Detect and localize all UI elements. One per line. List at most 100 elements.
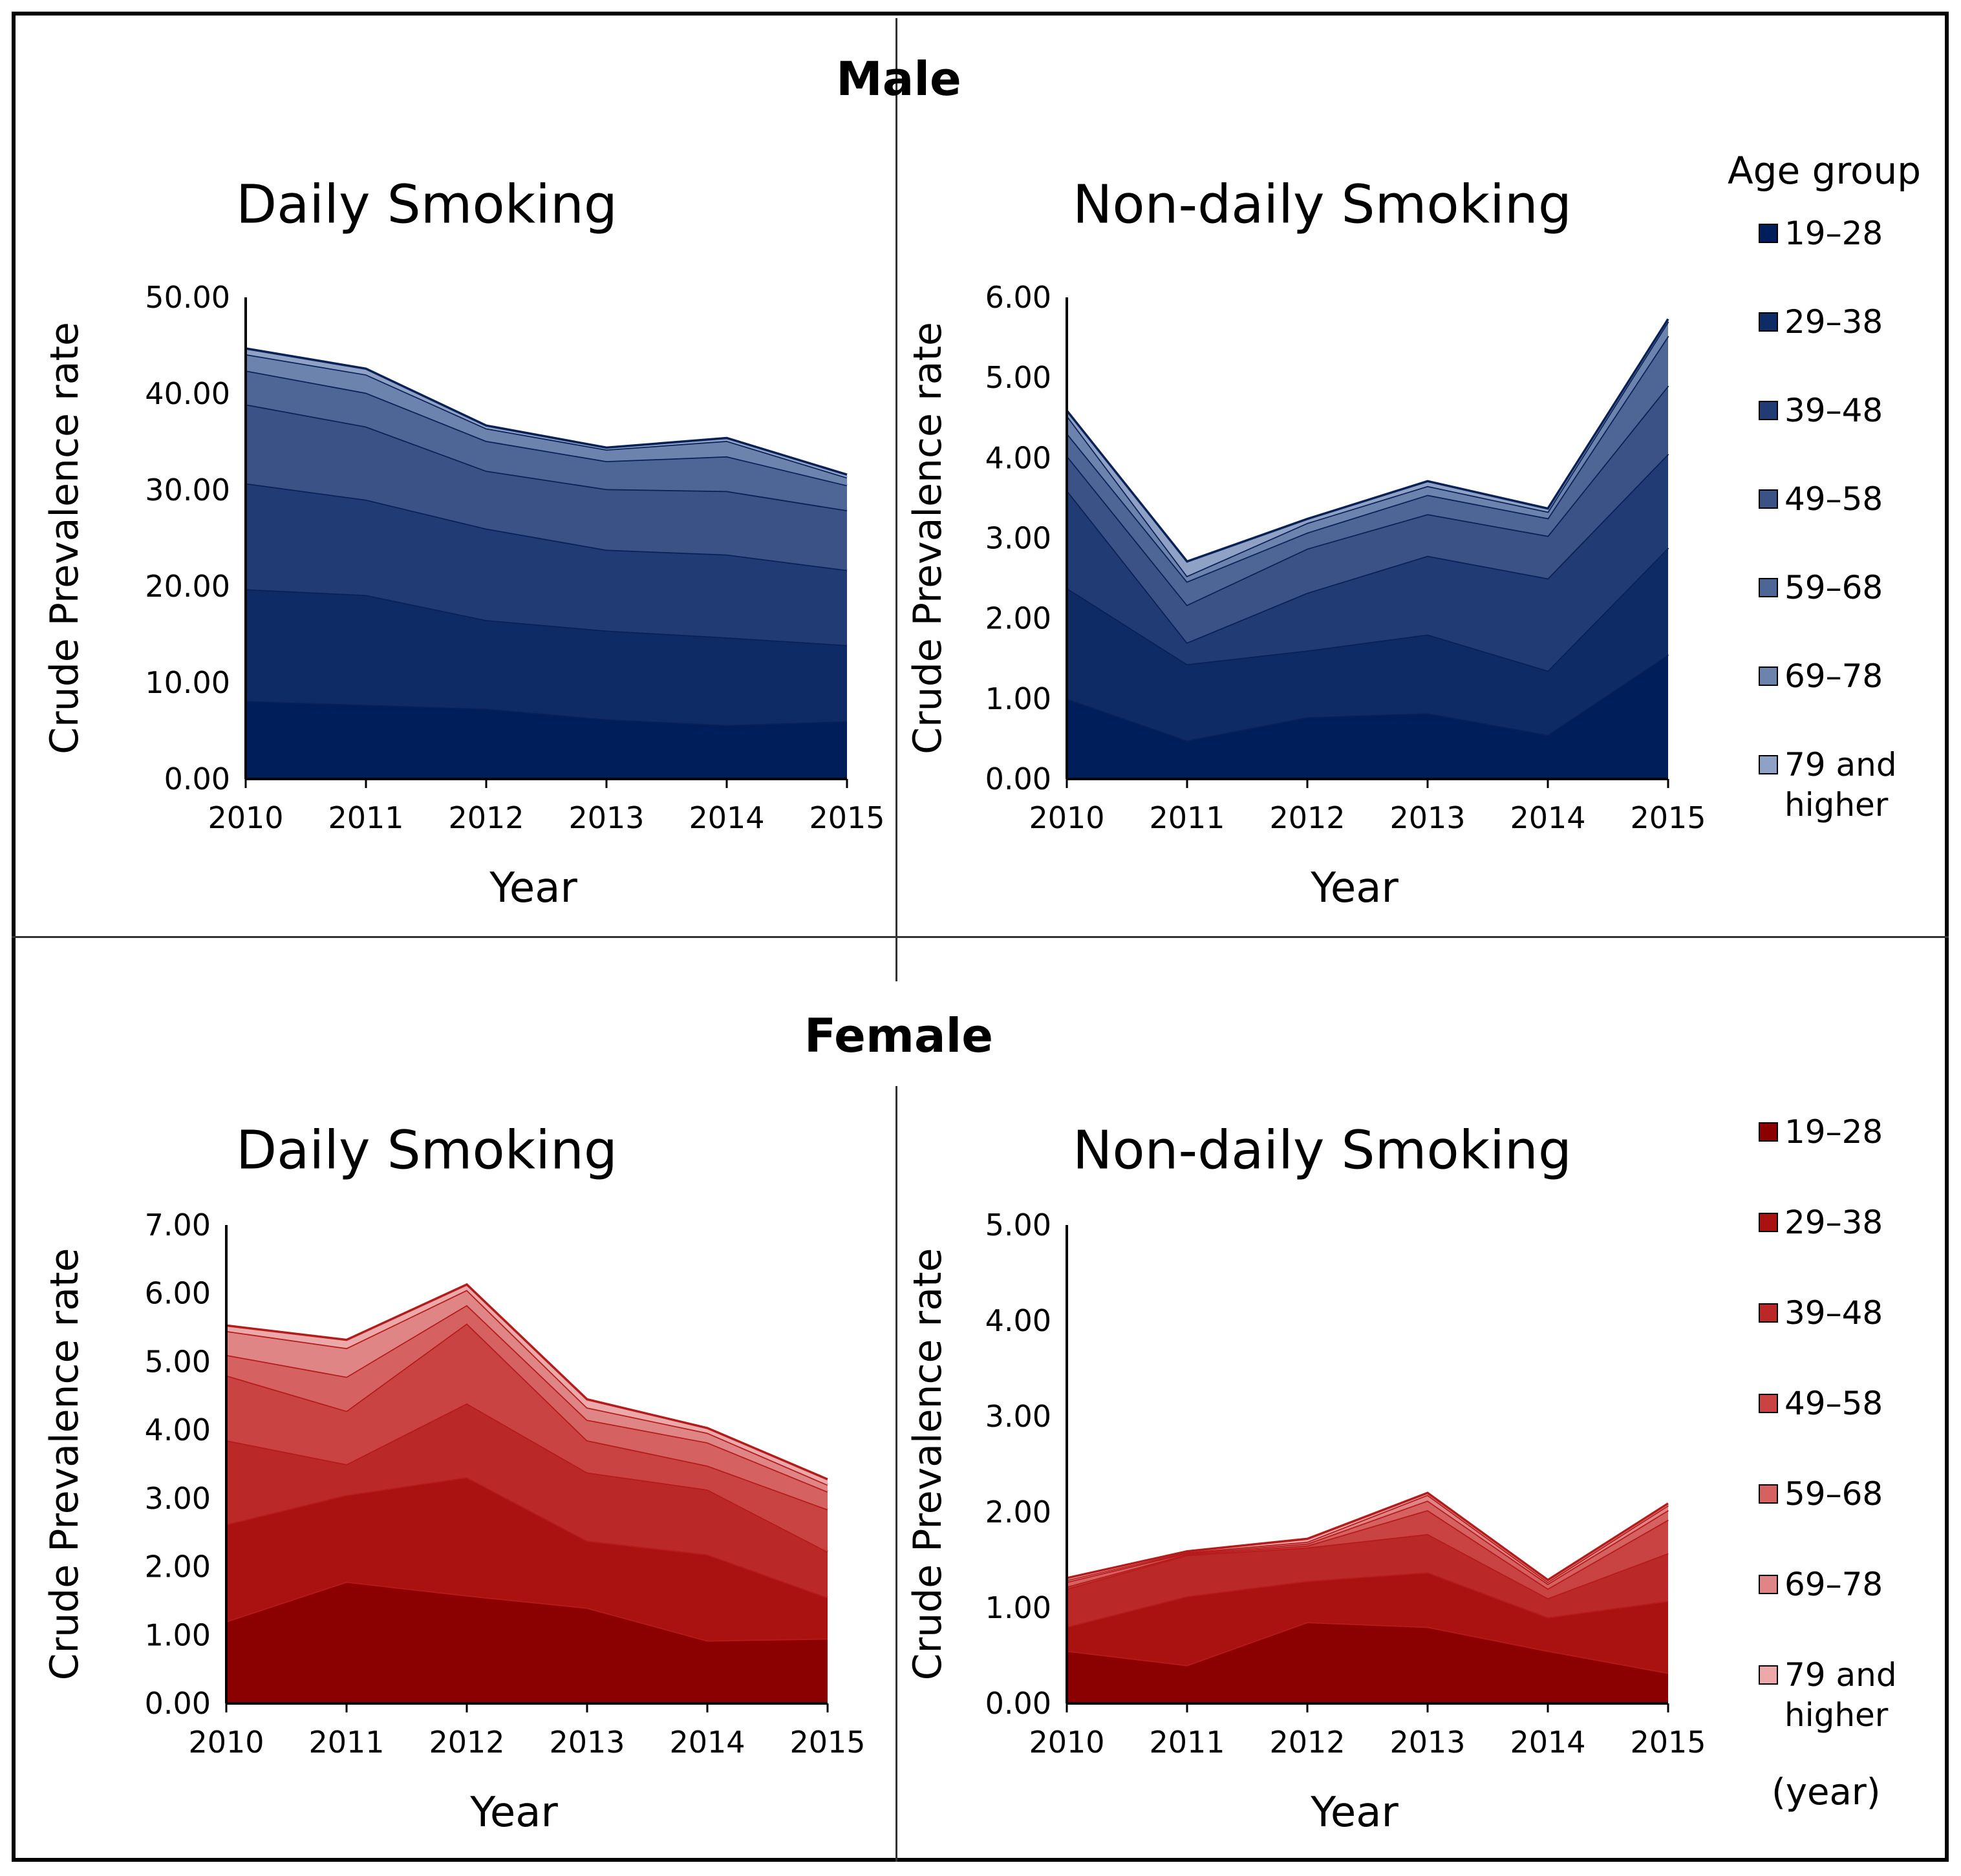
- female-nondaily-area-5: [1067, 1500, 1668, 1589]
- female-daily-y-axis-label: Crude Prevalence rate: [42, 1248, 87, 1681]
- female-legend-swatch-6: [1759, 1575, 1778, 1594]
- female-daily-y-tick-label: 6.00: [145, 1276, 211, 1311]
- male-legend-label-2: 29–38: [1784, 303, 1883, 341]
- female-nondaily-boundary-1: [1066, 1621, 1669, 1674]
- female-legend-swatch-2: [1759, 1213, 1778, 1232]
- female-daily-y-tick-label: 4.00: [145, 1412, 211, 1447]
- male-nondaily-y-tick-label: 6.00: [985, 280, 1051, 315]
- male-legend-swatch-4: [1759, 489, 1778, 509]
- male-nondaily-x-tick-label: 2012: [1269, 800, 1345, 835]
- female-legend-label-3: 39–48: [1784, 1294, 1883, 1332]
- female-daily-boundary-7: [226, 1283, 828, 1480]
- male-daily-y-tick-label: 0.00: [164, 762, 230, 796]
- female-daily-boundary-6: [226, 1288, 828, 1486]
- female-daily-y-tick-label: 0.00: [145, 1686, 211, 1721]
- male-legend-label-4: 49–58: [1784, 480, 1883, 518]
- male-legend-swatch-1: [1759, 224, 1778, 243]
- female-nondaily-x-tick-label: 2011: [1149, 1725, 1225, 1760]
- female-daily-x-tick-label: 2015: [789, 1725, 865, 1760]
- male-nondaily-boundary-7: [1066, 318, 1669, 563]
- female-daily-area-1: [226, 1581, 828, 1703]
- female-daily-area-4: [226, 1323, 828, 1552]
- female-legend-label-4: 49–58: [1784, 1385, 1883, 1422]
- male-nondaily-x-tick-label: 2013: [1389, 800, 1465, 835]
- male-nondaily-y-tick-label: 5.00: [985, 360, 1051, 395]
- female-daily-y-tick-label: 3.00: [145, 1481, 211, 1516]
- age-unit-note: (year): [1772, 1771, 1881, 1813]
- male-daily-x-tick-label: 2010: [208, 800, 283, 835]
- male-nondaily-y-tick-label: 1.00: [985, 681, 1051, 716]
- male-daily-y-tick-label: 20.00: [145, 569, 230, 604]
- female-nondaily-area-4: [1067, 1510, 1668, 1599]
- male-daily-x-tick-label: 2015: [809, 800, 884, 835]
- male-daily-area-6: [246, 354, 847, 485]
- female-legend-label-7: 79 and higher: [1784, 1656, 1897, 1734]
- female-daily-y-tick-label: 2.00: [145, 1550, 211, 1584]
- female-daily-y-tick-label: 5.00: [145, 1344, 211, 1379]
- male-legend-label-6: 69–78: [1784, 657, 1883, 695]
- male-legend-swatch-2: [1759, 312, 1778, 332]
- male-daily-y-tick-label: 50.00: [145, 280, 230, 315]
- male-daily-area-1: [246, 701, 847, 779]
- male-daily-x-tick-label: 2011: [328, 800, 403, 835]
- male-column-divider: [895, 18, 897, 981]
- female-legend-swatch-3: [1759, 1303, 1778, 1323]
- female-nondaily-x-tick-label: 2015: [1630, 1725, 1706, 1760]
- female-column-divider: [895, 1086, 897, 1862]
- male-daily-x-tick-label: 2012: [448, 800, 524, 835]
- female-daily-x-tick-label: 2011: [308, 1725, 384, 1760]
- female-nondaily-y-tick-label: 5.00: [985, 1208, 1051, 1242]
- male-daily-x-axis-label: Year: [489, 864, 577, 912]
- male-daily-title: Daily Smoking: [236, 174, 617, 235]
- male-daily-smoking-chart: Daily Smoking 2010 2011 2012 2013 2014 2015 0.0…: [42, 174, 885, 912]
- female-nondaily-smoking-chart: Non-daily Smoking 2010 2011 2012 2013 2014 201…: [905, 1120, 1706, 1837]
- female-nondaily-area-3: [1067, 1534, 1668, 1627]
- male-daily-x-tick-label: 2014: [689, 800, 764, 835]
- female-daily-area-2: [226, 1477, 828, 1641]
- female-nondaily-boundary-7: [1066, 1491, 1669, 1582]
- male-nondaily-y-tick-label: 4.00: [985, 440, 1051, 475]
- female-nondaily-boundary-4: [1066, 1509, 1669, 1590]
- female-daily-smoking-chart: Daily Smoking 2010 2011 2012 2013 2014 2015 0.0…: [42, 1120, 866, 1837]
- female-legend-label-5: 59–68: [1784, 1475, 1883, 1513]
- male-daily-area-4: [246, 404, 847, 570]
- male-section-title: Male: [836, 52, 961, 106]
- male-daily-boundary-7: [245, 347, 848, 476]
- female-legend-swatch-1: [1759, 1122, 1778, 1142]
- female-nondaily-y-axis-label: Crude Prevalence rate: [905, 1248, 950, 1681]
- male-nondaily-title: Non-daily Smoking: [1073, 174, 1572, 235]
- male-legend-swatch-5: [1759, 578, 1778, 597]
- female-nondaily-area-1: [1067, 1622, 1668, 1703]
- female-nondaily-x-tick-label: 2012: [1269, 1725, 1345, 1760]
- section-divider: [12, 936, 1949, 938]
- female-daily-x-tick-label: 2014: [669, 1725, 745, 1760]
- female-daily-x-tick-label: 2013: [549, 1725, 625, 1760]
- female-nondaily-y-tick-label: 4.00: [985, 1303, 1051, 1338]
- male-nondaily-smoking-chart: Non-daily Smoking 2010 2011 2012 2013 2014 201…: [905, 174, 1706, 912]
- female-daily-y-tick-label: 1.00: [145, 1617, 211, 1652]
- male-nondaily-y-axis-label: Crude Prevalence rate: [905, 322, 950, 754]
- male-legend: Age group 19–28 29–38 39–48 49–58 59–68 69–78…: [1720, 142, 1940, 853]
- male-daily-area-7: [246, 348, 847, 478]
- female-nondaily-area-6: [1067, 1495, 1668, 1584]
- male-nondaily-area-1: [1067, 654, 1668, 779]
- male-legend-label-7: 79 and higher: [1784, 746, 1897, 824]
- female-daily-title: Daily Smoking: [236, 1120, 617, 1181]
- female-legend-swatch-7: [1759, 1665, 1778, 1685]
- male-nondaily-x-axis-label: Year: [1310, 864, 1398, 912]
- legend-title: Age group: [1728, 149, 1922, 193]
- female-daily-y-tick-label: 7.00: [145, 1208, 211, 1242]
- female-legend-label-1: 19–28: [1784, 1113, 1883, 1151]
- male-nondaily-area-3: [1067, 454, 1668, 671]
- male-nondaily-x-tick-label: 2010: [1029, 800, 1104, 835]
- male-daily-area-3: [246, 483, 847, 645]
- male-nondaily-y-tick-label: 3.00: [985, 521, 1051, 556]
- female-legend-label-2: 29–38: [1784, 1204, 1883, 1241]
- male-daily-y-tick-label: 40.00: [145, 376, 230, 411]
- male-daily-y-tick-label: 30.00: [145, 473, 230, 507]
- male-nondaily-x-tick-label: 2014: [1510, 800, 1585, 835]
- female-daily-x-tick-label: 2010: [188, 1725, 264, 1760]
- female-legend-label-6: 69–78: [1784, 1566, 1883, 1603]
- male-legend-swatch-6: [1759, 666, 1778, 686]
